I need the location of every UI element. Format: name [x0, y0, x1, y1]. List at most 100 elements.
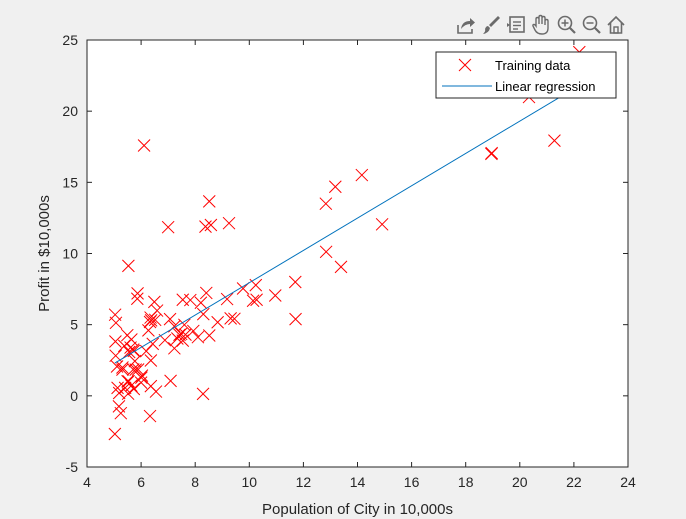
x-tick-label: 8 — [191, 474, 199, 490]
data-point-marker — [143, 315, 157, 329]
data-point-marker — [319, 197, 333, 211]
regression-line — [114, 85, 580, 364]
x-tick-label: 24 — [620, 474, 636, 490]
x-tick-label: 14 — [350, 474, 366, 490]
data-point-marker — [148, 295, 161, 309]
data-point-marker — [204, 218, 218, 232]
legend-label-training: Training data — [495, 58, 571, 73]
data-point-marker — [144, 354, 158, 367]
data-point-marker — [122, 345, 136, 359]
data-point-marker — [375, 217, 389, 231]
data-point-marker — [224, 312, 237, 325]
data-point-marker — [131, 286, 144, 300]
home-icon[interactable] — [605, 13, 627, 37]
x-tick-label: 16 — [404, 474, 420, 490]
data-point-marker — [148, 313, 162, 327]
data-point-marker — [164, 374, 177, 388]
x-tick-label: 22 — [566, 474, 582, 490]
data-point-marker — [112, 400, 126, 413]
data-point-marker — [186, 324, 200, 338]
x-axis-label: Population of City in 10,000s — [262, 501, 453, 518]
data-point-marker — [250, 293, 263, 307]
data-point-marker — [194, 296, 208, 310]
data-point-marker — [199, 220, 212, 233]
data-point-marker — [211, 315, 225, 329]
x-tick-label: 12 — [296, 474, 312, 490]
y-tick-label: 5 — [70, 317, 78, 333]
data-point-marker — [134, 376, 148, 389]
data-point-marker — [289, 312, 302, 326]
data-point-marker — [108, 427, 122, 441]
data-point-marker — [288, 275, 302, 289]
data-point-marker — [355, 168, 369, 182]
data-point-marker — [548, 134, 561, 147]
series-layer — [108, 45, 586, 441]
zoom-in-icon[interactable] — [555, 13, 577, 37]
y-axis-label: Profit in $10,000s — [36, 195, 53, 312]
data-point-marker — [202, 329, 216, 342]
axes-toolbar — [455, 13, 627, 37]
data-point-marker — [179, 328, 192, 341]
data-point-marker — [228, 312, 241, 326]
axes-layer: 4 6 8 10 12 14 16 18 20 22 24 -5 0 5 10 15 20 25 — [62, 32, 636, 490]
data-point-marker — [319, 245, 333, 259]
data-point-marker — [122, 259, 135, 273]
data-point-marker — [268, 289, 282, 302]
data-point-marker — [161, 220, 175, 234]
data-point-marker — [163, 312, 177, 326]
data-point-marker — [222, 216, 236, 230]
data-point-marker — [122, 374, 136, 388]
data-point-marker — [485, 146, 499, 160]
x-tick-label: 6 — [137, 474, 145, 490]
pan-icon[interactable] — [530, 13, 552, 37]
data-point-marker — [127, 382, 141, 396]
x-tick-label: 10 — [242, 474, 258, 490]
legend-marker-training — [458, 58, 472, 72]
data-point-marker — [144, 311, 157, 324]
data-point-marker — [220, 292, 234, 306]
data-point-marker — [173, 328, 186, 342]
legend: Training data Linear regression — [435, 51, 617, 99]
data-point-marker — [144, 379, 158, 393]
data-point-marker — [121, 387, 135, 401]
y-tick-label: 25 — [62, 32, 78, 48]
data-point-marker — [328, 180, 342, 194]
data-point-marker — [108, 308, 122, 322]
y-tick-label: 20 — [62, 103, 78, 119]
data-point-marker — [142, 324, 155, 337]
data-point-marker — [196, 387, 210, 401]
legend-box — [435, 51, 617, 99]
y-tick-label: 0 — [70, 388, 78, 404]
export-icon[interactable] — [455, 13, 477, 37]
data-point-marker — [146, 337, 160, 351]
data-point-marker — [143, 409, 157, 423]
data-point-marker — [109, 335, 122, 348]
data-point-marker — [126, 363, 140, 376]
x-tick-label: 4 — [83, 474, 91, 490]
data-point-marker — [125, 333, 138, 346]
brush-icon[interactable] — [480, 13, 502, 37]
data-point-marker — [199, 286, 213, 300]
series-clip-group — [108, 45, 586, 441]
data-point-marker — [110, 360, 124, 373]
data-point-marker — [137, 139, 151, 152]
x-tick-label: 18 — [458, 474, 474, 490]
y-tick-label: 15 — [62, 174, 78, 190]
data-point-marker — [191, 330, 205, 344]
data-point-marker — [196, 307, 210, 321]
data-point-marker — [202, 195, 216, 208]
data-point-marker — [158, 333, 172, 347]
zoom-out-icon[interactable] — [580, 13, 602, 37]
legend-marker-glyph — [458, 58, 472, 72]
data-point-marker — [176, 293, 190, 307]
data-tips-icon[interactable] — [505, 13, 527, 37]
y-tick-label: -5 — [66, 459, 79, 475]
plot-area — [87, 40, 628, 467]
data-point-marker — [334, 260, 348, 274]
data-point-marker — [116, 361, 129, 374]
y-tick-label: 10 — [62, 246, 78, 262]
data-point-marker — [121, 374, 134, 388]
legend-label-regression: Linear regression — [495, 79, 595, 94]
data-point-marker — [246, 294, 260, 308]
